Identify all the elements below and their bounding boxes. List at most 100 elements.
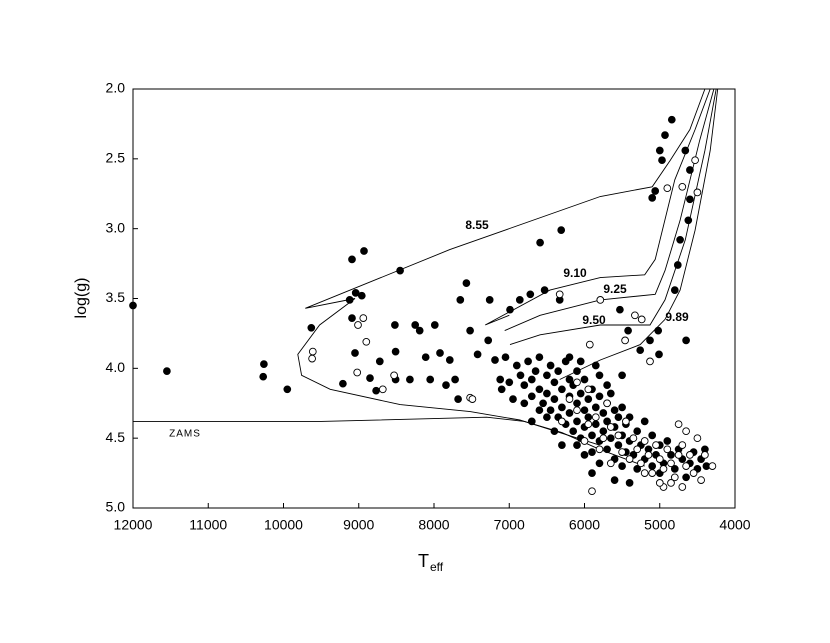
star-point — [618, 371, 626, 380]
star-point — [670, 286, 679, 294]
star-point — [625, 479, 634, 487]
star-point — [573, 441, 581, 449]
star-point — [678, 441, 687, 449]
isochrone-label: 9.50 — [582, 313, 606, 327]
star-point — [584, 420, 593, 429]
star-point — [663, 184, 672, 193]
star-point — [618, 462, 626, 470]
star-point — [415, 326, 424, 335]
star-point — [686, 166, 694, 174]
star-point — [535, 353, 544, 362]
star-point — [670, 465, 679, 473]
star-point — [307, 323, 316, 332]
star-point — [451, 375, 459, 384]
star-point — [629, 434, 638, 443]
star-point — [129, 301, 137, 310]
star-point — [543, 389, 551, 398]
star-point — [591, 361, 600, 370]
star-point — [426, 375, 435, 384]
star-point — [339, 379, 347, 388]
star-point — [512, 361, 521, 370]
star-point — [674, 420, 683, 429]
x-axis-label: T — [418, 551, 429, 571]
star-point — [576, 389, 585, 398]
x-tick-label: 10000 — [264, 517, 303, 533]
star-point — [576, 357, 585, 366]
star-point — [527, 392, 536, 401]
star-point — [496, 375, 505, 384]
star-point — [606, 423, 615, 431]
star-point — [456, 296, 465, 304]
x-tick-label: 12000 — [114, 517, 153, 533]
star-point — [640, 469, 649, 477]
star-point — [260, 360, 268, 368]
star-point — [484, 336, 493, 345]
star-point — [624, 326, 632, 335]
star-point — [565, 409, 574, 417]
star-point — [527, 375, 536, 384]
star-point — [661, 131, 669, 139]
star-point — [673, 261, 682, 269]
star-point — [526, 290, 535, 299]
x-tick-label: 4000 — [719, 517, 750, 533]
star-point — [584, 395, 593, 403]
y-axis-label: log(g) — [73, 278, 90, 319]
star-point — [595, 392, 604, 401]
isochrone — [297, 88, 706, 446]
star-point — [543, 371, 551, 380]
star-point — [646, 336, 654, 345]
star-point — [505, 378, 514, 387]
star-point — [375, 357, 384, 366]
star-point — [606, 459, 615, 468]
star-point — [648, 469, 657, 477]
star-point — [686, 195, 694, 204]
star-point — [682, 462, 690, 470]
star-point — [436, 349, 444, 357]
y-tick-label: 4.5 — [106, 429, 126, 445]
star-point — [516, 371, 525, 380]
star-point — [646, 357, 654, 366]
star-point — [558, 417, 566, 426]
star-point — [390, 371, 398, 380]
isochrone — [504, 88, 715, 332]
star-point — [603, 445, 611, 454]
star-point — [391, 321, 399, 329]
star-point — [580, 451, 589, 459]
star-point — [348, 255, 356, 264]
star-point — [357, 291, 366, 300]
star-point — [546, 406, 555, 415]
star-point — [362, 337, 371, 346]
star-point — [588, 448, 596, 456]
star-point — [595, 445, 604, 454]
star-point — [520, 381, 529, 389]
star-point — [603, 381, 611, 389]
star-point — [599, 409, 608, 417]
star-point — [555, 290, 564, 299]
star-point — [655, 146, 664, 155]
star-point — [506, 305, 514, 314]
star-point — [515, 296, 524, 304]
isochrone-label: 9.89 — [665, 310, 689, 324]
star-point — [540, 286, 549, 294]
star-point — [691, 156, 699, 165]
star-point — [640, 417, 649, 426]
x-tick-label: 11000 — [189, 517, 227, 533]
star-point — [588, 431, 596, 440]
star-point — [345, 296, 354, 304]
y-tick-label: 4.0 — [106, 359, 126, 375]
star-point — [684, 216, 693, 225]
star-point — [535, 406, 544, 415]
star-point — [573, 417, 581, 426]
star-point — [678, 483, 687, 491]
star-point — [667, 459, 675, 468]
y-tick-label: 2.0 — [106, 80, 126, 96]
y-tick-label: 2.5 — [106, 150, 126, 166]
star-point — [618, 403, 626, 412]
star-point — [308, 347, 317, 356]
star-point — [283, 385, 292, 394]
star-point — [636, 346, 645, 355]
star-point — [658, 156, 666, 165]
star-point — [667, 479, 675, 487]
star-point — [580, 375, 589, 384]
